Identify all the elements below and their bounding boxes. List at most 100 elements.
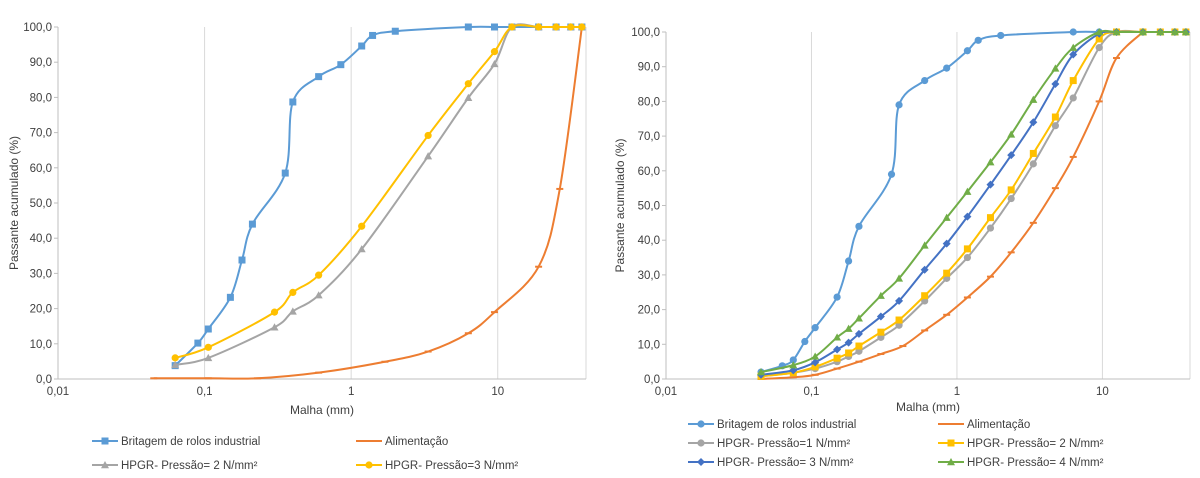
right-y-tick-label-2: 20,0: [638, 305, 660, 317]
right-series-3-line: [760, 30, 1186, 378]
left-legend-item-3: HPGR- Pressão=3 N/mm²: [356, 460, 518, 472]
right-series-3: [757, 28, 1190, 380]
right-legend-label-0: Britagem de rolos industrial: [717, 419, 856, 431]
left-series-0-point-11: [369, 31, 377, 39]
left-series-1-line: [153, 26, 583, 380]
left-legend-item-2: HPGR- Pressão= 2 N/mm²: [92, 460, 258, 472]
left-legend: Britagem de rolos industrial Alimentação H…: [92, 436, 518, 472]
left-legend-item-0: Britagem de rolos industrial: [92, 436, 260, 448]
left-series-3-point-0: [171, 354, 179, 362]
right-series-0-point-13: [974, 36, 982, 44]
left-series-2-point-4: [314, 291, 323, 299]
left-series-2-point-3: [288, 307, 297, 315]
right-legend-swatch-marker-3: [947, 439, 955, 447]
left-series-0-point-6: [281, 169, 289, 177]
right-legend-swatch-marker-5: [947, 458, 955, 466]
left-series-0-point-1: [194, 339, 202, 347]
right-series-5-point-8: [920, 241, 929, 249]
left-series-0-point-13: [464, 23, 472, 31]
right-series-5-point-18: [1138, 28, 1147, 36]
right-legend-swatch-marker-4: [697, 458, 705, 466]
right-y-tick-label-6: 60,0: [638, 166, 660, 178]
right-series-2: [757, 28, 1190, 380]
left-series-3-point-1: [204, 343, 212, 351]
left-series-3-point-5: [358, 222, 366, 230]
right-series-3-point-4: [845, 349, 853, 357]
right-series-3-point-9: [943, 269, 951, 277]
left-series-3-point-8: [490, 48, 499, 56]
right-legend-item-3: HPGR- Pressão= 2 N/mm²: [938, 438, 1104, 450]
right-series-5-point-20: [1170, 28, 1179, 36]
left-legend-item-1: Alimentação: [356, 436, 448, 448]
right-legend-item-1: Alimentação: [938, 419, 1030, 431]
right-series-0-point-3: [801, 337, 809, 346]
right-series-3-point-6: [877, 328, 885, 336]
left-series-0-point-9: [337, 61, 345, 69]
left-series-2: [171, 23, 586, 369]
right-series-2-point-10: [963, 253, 972, 262]
right-y-tick-label-7: 70,0: [638, 131, 660, 143]
left-x-tick-label-2: 1: [348, 386, 354, 398]
left-series-0-line: [174, 25, 582, 367]
chart-left-panel: 0,0 10,0 20,0 30,0 40,0 50,0 60,0 70,0 80,0 90,0 1…: [0, 0, 596, 473]
right-series-4-point-7: [895, 296, 904, 305]
left-series-3-point-12: [567, 23, 575, 31]
left-series-3-point-13: [578, 23, 586, 31]
left-series-0-point-10: [358, 42, 366, 50]
right-series-5-point-16: [1095, 28, 1104, 36]
right-series-4-point-11: [986, 180, 995, 189]
right-series-0-point-2: [789, 356, 797, 364]
left-legend-label-3: HPGR- Pressão=3 N/mm²: [385, 460, 518, 472]
left-legend-swatch-marker-2: [101, 461, 109, 469]
right-legend-swatch-marker-0: [697, 420, 705, 428]
right-series-5-point-4: [844, 324, 853, 332]
right-series-3-point-10: [963, 245, 971, 253]
left-series-2-point-0: [171, 360, 180, 369]
left-series-2-point-1: [204, 353, 213, 362]
right-series-5-point-10: [963, 187, 972, 195]
right-legend-item-4: HPGR- Pressão= 3 N/mm²: [688, 457, 854, 469]
right-series-4-point-1: [789, 366, 798, 375]
right-series-4-point-6: [876, 312, 885, 321]
right-series-4-point-2: [811, 358, 820, 367]
left-series-3-point-4: [315, 271, 323, 279]
right-series-5-point-17: [1112, 28, 1121, 36]
left-x-tick-label-1: 0,1: [197, 386, 213, 398]
left-series-0-point-2: [204, 325, 212, 333]
right-y-tick-label-9: 90,0: [638, 62, 660, 74]
right-series-5-point-19: [1156, 28, 1165, 36]
right-series-4-point-3: [833, 345, 842, 354]
right-y-tick-label-1: 10,0: [638, 339, 660, 351]
right-legend-label-3: HPGR- Pressão= 2 N/mm²: [967, 438, 1104, 450]
left-series-3-point-11: [552, 23, 560, 31]
right-legend-label-2: HPGR- Pressão=1 N/mm²: [717, 438, 850, 450]
left-y-tick-label-4: 40,0: [30, 233, 52, 245]
right-series-5: [757, 28, 1190, 376]
right-series-0-point-4: [811, 324, 819, 332]
left-y-tick-label-5: 50,0: [30, 198, 52, 210]
left-series-2-line: [174, 23, 582, 366]
left-legend-swatch-marker-3: [365, 461, 373, 469]
left-series-3-point-6: [424, 131, 432, 140]
left-legend-label-1: Alimentação: [385, 436, 448, 448]
right-series-3-point-12: [1007, 186, 1015, 194]
left-y-tick-label-0: 0,0: [36, 374, 52, 386]
right-y-tick-label-0: 0,0: [644, 374, 660, 386]
right-series-3-point-2: [811, 363, 819, 371]
right-legend-label-1: Alimentação: [967, 419, 1030, 431]
right-series-4-line: [760, 30, 1186, 376]
right-series-5-point-6: [876, 291, 885, 299]
right-series-5-point-0: [757, 368, 766, 376]
right-series-3-point-5: [855, 342, 863, 350]
left-y-axis-label: Passante acumulado (%): [7, 136, 21, 270]
right-series-0-point-12: [963, 47, 972, 55]
right-legend-label-5: HPGR- Pressão= 4 N/mm²: [967, 457, 1104, 469]
left-x-tick-label-0: 0,01: [47, 386, 69, 398]
right-series-2-point-15: [1069, 94, 1077, 102]
left-series-2-point-7: [464, 93, 473, 101]
left-series-2-point-8: [490, 59, 499, 68]
right-x-tick-label-0: 0,01: [655, 386, 677, 398]
right-y-tick-label-3: 30,0: [638, 270, 660, 282]
right-series-2-point-13: [1029, 160, 1037, 168]
left-series-0-point-4: [238, 256, 246, 264]
